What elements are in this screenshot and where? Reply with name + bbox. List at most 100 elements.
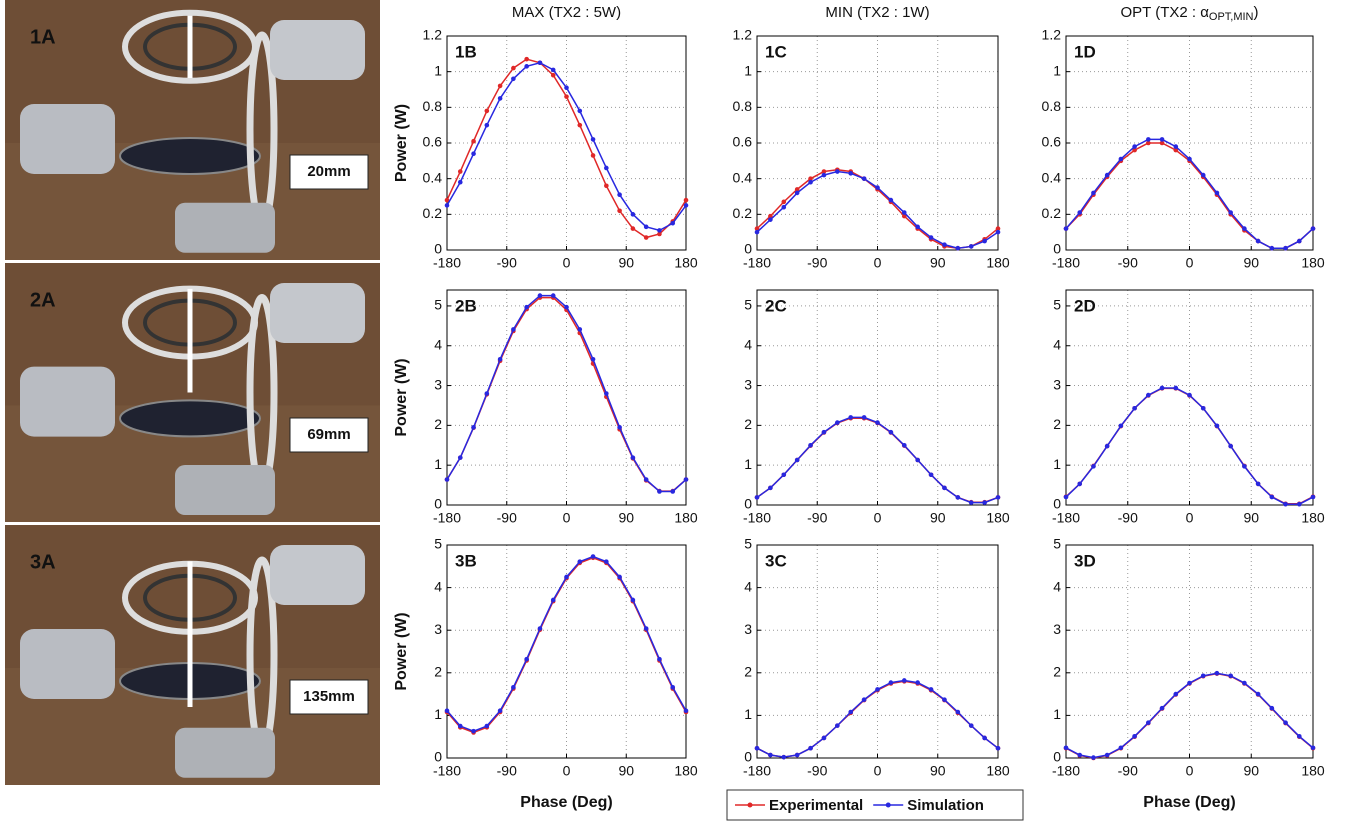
x-axis-label: Phase (Deg) (520, 794, 612, 811)
x-tick-label: 90 (618, 255, 634, 271)
photo: 3A 135mm (5, 525, 380, 785)
photo: 2A 69mm (5, 263, 380, 522)
point (550, 72, 556, 78)
point (1173, 691, 1179, 697)
point (768, 213, 773, 219)
point (1146, 140, 1151, 146)
title-end: ) (1254, 4, 1259, 21)
point (1159, 137, 1165, 142)
column-title: MIN (TX2 : 1W) (825, 4, 929, 21)
photo-label: 1A (30, 26, 56, 48)
clamp-right (270, 545, 365, 605)
clamp-right (270, 20, 365, 80)
point (657, 489, 662, 494)
point (1118, 156, 1124, 162)
point (564, 574, 569, 580)
point (1310, 226, 1316, 231)
x-tick-label: 180 (1301, 763, 1325, 779)
point (670, 684, 676, 690)
x-tick-label: -90 (497, 763, 517, 779)
x-tick-label: 90 (930, 510, 946, 526)
plot-area (1066, 36, 1313, 250)
point (1228, 443, 1233, 449)
point (1310, 745, 1316, 751)
point (471, 151, 476, 156)
y-axis-label: Power (W) (393, 104, 410, 182)
point (577, 327, 583, 332)
point (1283, 720, 1288, 725)
clamp-left (20, 366, 115, 437)
point (1077, 481, 1083, 487)
point (630, 212, 636, 217)
x-tick-label: -180 (1052, 510, 1080, 526)
point (484, 723, 490, 729)
point (768, 485, 773, 491)
point (848, 171, 854, 176)
point (781, 472, 787, 478)
point (524, 304, 529, 310)
y-tick-label: 0 (744, 241, 752, 257)
plot-area (757, 290, 998, 505)
x-tick-label: -90 (807, 510, 827, 526)
y-tick-label: 3 (1053, 376, 1061, 392)
x-tick-label: -180 (1052, 763, 1080, 779)
y-tick-label: 4 (1053, 578, 1061, 594)
point (1063, 226, 1069, 231)
point (794, 190, 800, 196)
y-tick-label: 4 (434, 336, 442, 352)
point (794, 457, 800, 463)
point (511, 65, 516, 71)
point (577, 122, 583, 128)
point (630, 226, 636, 231)
x-tick-label: 0 (874, 255, 882, 271)
y-axis-label: Power (W) (393, 612, 410, 690)
point (1091, 755, 1096, 760)
point (1091, 464, 1096, 469)
point (657, 231, 662, 237)
x-tick-label: 0 (563, 510, 571, 526)
point (457, 169, 463, 174)
coil-bottom (119, 399, 261, 438)
chart: 0 1 2 3 4 5 -180 -90 0 90 180 3C (743, 536, 1010, 779)
y-tick-label: 3 (744, 621, 752, 637)
plot-area (757, 545, 998, 758)
point (604, 183, 609, 189)
x-tick-label: -90 (807, 763, 827, 779)
point (670, 220, 676, 226)
y-axis-label: Power (W) (393, 358, 410, 436)
point (1242, 464, 1247, 469)
y-tick-label: 0 (744, 749, 752, 765)
point (1214, 423, 1220, 429)
point (537, 293, 543, 298)
point (537, 60, 543, 66)
point (1159, 705, 1165, 711)
panel-label: 1B (455, 42, 477, 61)
y-tick-label: 1 (744, 456, 752, 472)
point (683, 477, 689, 482)
point (564, 85, 569, 91)
point (768, 217, 773, 222)
point (888, 197, 894, 203)
clamp-bottom (175, 202, 275, 253)
point (497, 708, 503, 714)
panel-label: 3B (455, 551, 477, 570)
x-tick-label: -180 (433, 255, 461, 271)
plot-frame (1065, 544, 1314, 759)
x-tick-label: 0 (563, 255, 571, 271)
distance-label: 135mm (303, 688, 355, 705)
point (471, 138, 476, 144)
clamp-left (20, 629, 115, 699)
point (1159, 385, 1165, 391)
plot-frame (756, 35, 999, 251)
point (821, 169, 827, 174)
point (484, 391, 490, 396)
point (630, 597, 636, 603)
distance-label: 69mm (307, 426, 350, 443)
point (550, 597, 556, 603)
x-tick-label: 90 (618, 763, 634, 779)
panel-label: 1C (765, 42, 787, 61)
point (1200, 172, 1206, 178)
point (968, 723, 974, 728)
point (1104, 443, 1110, 449)
point (835, 723, 840, 728)
